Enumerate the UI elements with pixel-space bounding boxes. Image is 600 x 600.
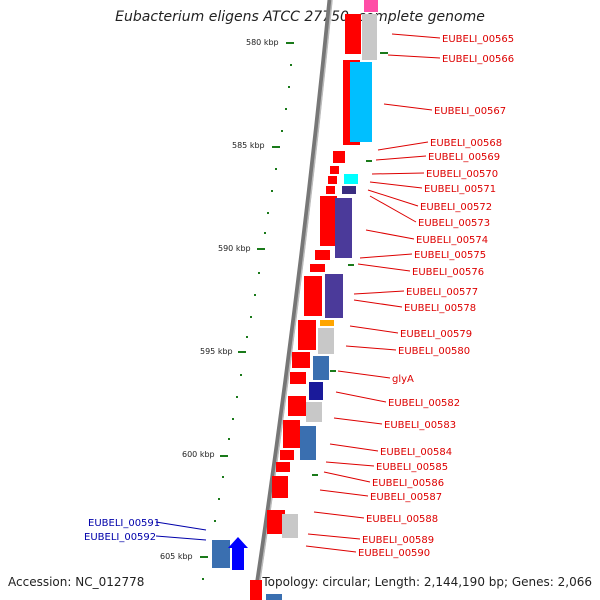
gene-label[interactable]: EUBELI_00579: [400, 329, 472, 340]
gene-block[interactable]: [288, 396, 306, 416]
gene-label[interactable]: EUBELI_00568: [430, 138, 502, 149]
cog-block[interactable]: [320, 320, 334, 326]
cog-block[interactable]: [362, 14, 377, 60]
ruler-label: 585 kbp: [232, 141, 265, 150]
gene-label[interactable]: EUBELI_00587: [370, 492, 442, 503]
ruler-label: 605 kbp: [160, 552, 193, 561]
topology-label: Topology: circular; Length: 2,144,190 bp…: [262, 575, 592, 589]
gene-labels-left: EUBELI_00591 EUBELI_00592: [84, 518, 160, 543]
gene-label[interactable]: EUBELI_00576: [412, 267, 484, 278]
gene-block[interactable]: [310, 264, 325, 272]
gene-label[interactable]: EUBELI_00574: [416, 235, 488, 246]
cog-block[interactable]: [313, 356, 329, 380]
cog-block[interactable]: [342, 186, 356, 194]
gene-block[interactable]: [315, 250, 330, 260]
label-leaders: [155, 33, 441, 553]
gene-label[interactable]: EUBELI_00591: [88, 518, 160, 529]
gene-block[interactable]: [272, 476, 288, 498]
reverse-strand-genes: [228, 537, 248, 570]
gene-label[interactable]: EUBELI_00583: [384, 420, 456, 431]
cog-category-blocks: [212, 0, 378, 600]
gene-label[interactable]: EUBELI_00584: [380, 447, 452, 458]
gene-block[interactable]: [290, 372, 306, 384]
gene-label[interactable]: glyA: [392, 374, 414, 385]
gene-block[interactable]: [250, 580, 262, 600]
gene-block[interactable]: [267, 510, 285, 534]
gene-label[interactable]: EUBELI_00566: [442, 54, 514, 65]
gene-label[interactable]: EUBELI_00582: [388, 398, 460, 409]
cog-block[interactable]: [300, 426, 316, 460]
gene-block[interactable]: [276, 462, 290, 472]
cog-block[interactable]: [318, 328, 334, 354]
gene-block[interactable]: [333, 151, 345, 163]
gene-label[interactable]: EUBELI_00590: [358, 548, 430, 559]
gene-label[interactable]: EUBELI_00567: [434, 106, 506, 117]
gene-block[interactable]: [298, 320, 316, 350]
cog-block[interactable]: [335, 198, 352, 258]
cog-block[interactable]: [344, 174, 358, 184]
gene-label[interactable]: EUBELI_00572: [420, 202, 492, 213]
gene-label[interactable]: EUBELI_00592: [84, 532, 156, 543]
cog-block[interactable]: [306, 402, 322, 422]
ruler-label: 580 kbp: [246, 38, 279, 47]
gene-label[interactable]: EUBELI_00575: [414, 250, 486, 261]
cog-block[interactable]: [350, 62, 372, 142]
ruler-labels: 580 kbp 585 kbp 590 kbp 595 kbp 600 kbp …: [160, 38, 279, 561]
gene-block[interactable]: [345, 14, 361, 54]
ruler-label: 590 kbp: [218, 244, 251, 253]
gene-labels-right: EUBELI_00565 EUBELI_00566 EUBELI_00567 E…: [358, 34, 514, 559]
map-title: Eubacterium eligens ATCC 27750, complete…: [115, 9, 485, 25]
cog-block[interactable]: [364, 0, 378, 12]
gene-block[interactable]: [280, 450, 294, 460]
gene-label[interactable]: EUBELI_00586: [372, 478, 444, 489]
gene-label[interactable]: EUBELI_00569: [428, 152, 500, 163]
gene-label[interactable]: EUBELI_00585: [376, 462, 448, 473]
gene-block[interactable]: [283, 420, 300, 448]
gene-label[interactable]: EUBELI_00570: [426, 169, 498, 180]
gene-label[interactable]: EUBELI_00573: [418, 218, 490, 229]
gene-label[interactable]: EUBELI_00588: [366, 514, 438, 525]
gene-block[interactable]: [304, 276, 322, 316]
gene-label[interactable]: EUBELI_00577: [406, 287, 478, 298]
ruler-label: 600 kbp: [182, 450, 215, 459]
gene-label[interactable]: EUBELI_00580: [398, 346, 470, 357]
gene-label[interactable]: EUBELI_00571: [424, 184, 496, 195]
gene-block[interactable]: [328, 176, 337, 184]
cog-block[interactable]: [309, 382, 323, 400]
cog-block[interactable]: [282, 514, 298, 538]
cog-block[interactable]: [212, 540, 230, 568]
ruler-label: 595 kbp: [200, 347, 233, 356]
accession-label: Accession: NC_012778: [8, 575, 145, 589]
cog-block[interactable]: [266, 594, 282, 600]
gene-block[interactable]: [330, 166, 339, 174]
gene-arrow[interactable]: [228, 537, 248, 570]
gene-block[interactable]: [320, 196, 337, 246]
gene-block[interactable]: [292, 352, 310, 368]
gene-label[interactable]: EUBELI_00578: [404, 303, 476, 314]
gene-block[interactable]: [326, 186, 335, 194]
cog-block[interactable]: [325, 274, 343, 318]
tick-guides: [200, 42, 388, 580]
gene-label[interactable]: EUBELI_00565: [442, 34, 514, 45]
gene-label[interactable]: EUBELI_00589: [362, 535, 434, 546]
